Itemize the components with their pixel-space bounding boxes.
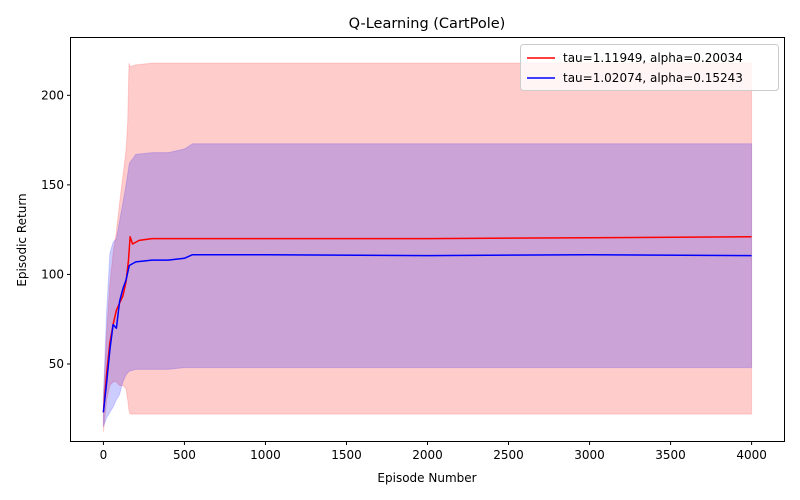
- y-tick-label: 50: [49, 357, 64, 371]
- x-tick-label: 3000: [574, 448, 605, 462]
- x-tick-label: 2000: [412, 448, 443, 462]
- x-tick-label: 1500: [331, 448, 362, 462]
- legend-label-series-2: tau=1.02074, alpha=0.15243: [563, 71, 743, 85]
- x-tick-label: 3500: [655, 448, 686, 462]
- confidence-bands: [102, 62, 753, 433]
- x-tick-label: 4000: [736, 448, 767, 462]
- x-axis-ticks: 0 500 1000 1500 2000 2500 3000 3500 4000: [100, 441, 767, 462]
- band-series-2: [102, 143, 753, 427]
- legend-box: [520, 44, 779, 91]
- chart-title: Q-Learning (CartPole): [349, 16, 506, 32]
- x-tick-label: 500: [173, 448, 196, 462]
- y-axis-label: Episodic Return: [15, 193, 29, 286]
- series-lines: [102, 236, 752, 413]
- y-tick-label: 200: [41, 88, 64, 102]
- y-tick-label: 100: [41, 267, 64, 281]
- legend-label-series-1: tau=1.11949, alpha=0.20034: [563, 51, 743, 65]
- y-tick-label: 150: [41, 178, 64, 192]
- x-axis-label: Episode Number: [377, 471, 476, 485]
- y-axis-ticks: 50 100 150 200: [41, 88, 71, 371]
- line-series-2: [102, 253, 752, 413]
- band-series-1: [102, 62, 753, 433]
- x-tick-label: 1000: [250, 448, 281, 462]
- x-tick-label: 0: [100, 448, 108, 462]
- x-tick-label: 2500: [493, 448, 524, 462]
- legend: tau=1.11949, alpha=0.20034 tau=1.02074, …: [520, 44, 779, 91]
